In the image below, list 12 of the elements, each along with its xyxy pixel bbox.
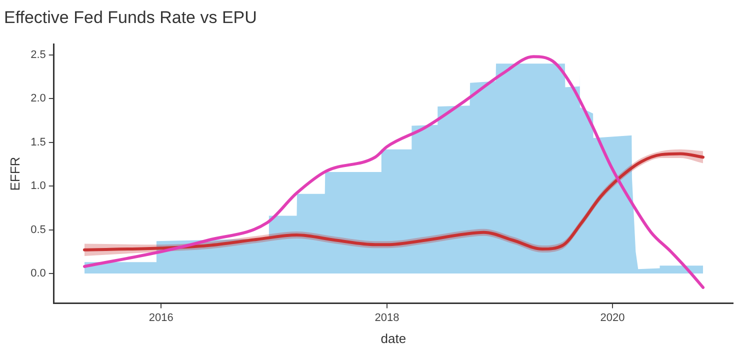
y-tick-label: 0.0 bbox=[30, 268, 46, 280]
x-axis-title: date bbox=[380, 330, 406, 346]
x-tick-label: 2016 bbox=[148, 312, 174, 324]
x-tick-label: 2020 bbox=[600, 312, 625, 324]
y-tick-label: 2.5 bbox=[30, 48, 46, 61]
y-tick-label: 1.0 bbox=[30, 180, 46, 192]
y-tick-label: 1.5 bbox=[30, 136, 46, 148]
x-tick-label: 2018 bbox=[374, 312, 400, 324]
y-axis-title: EFFR bbox=[7, 156, 22, 191]
y-tick-label: 2.0 bbox=[30, 92, 46, 105]
y-tick-label: 0.5 bbox=[30, 224, 46, 236]
chart-title: Effective Fed Funds Rate vs EPU bbox=[4, 8, 257, 27]
